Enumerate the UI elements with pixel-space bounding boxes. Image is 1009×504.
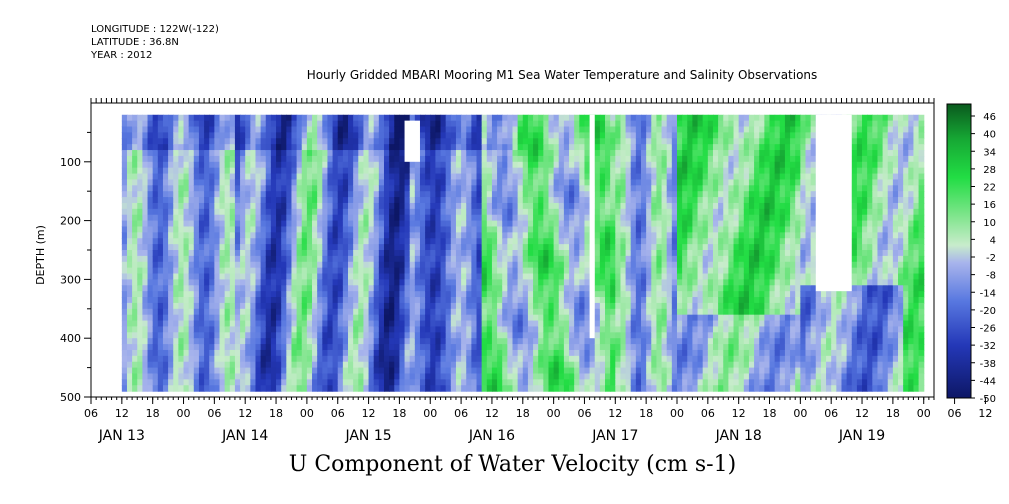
colorbar (946, 103, 972, 399)
x-day-label: JAN 15 (344, 428, 391, 444)
missing-data-regions (404, 114, 852, 339)
x-tick-label: 12 (238, 407, 252, 420)
x-tick-label: 18 (516, 407, 530, 420)
colorbar-label: -26 (980, 324, 996, 335)
x-tick-label: 18 (146, 407, 160, 420)
x-day-label: JAN 17 (591, 428, 638, 444)
x-tick-label: 12 (978, 407, 992, 420)
x-tick-label: 00 (177, 407, 191, 420)
x-axis-day-labels: JAN 13 JAN 14 JAN 15 JAN 16 JAN 17 JAN 18 JAN … (98, 428, 885, 444)
x-day-label: JAN 16 (468, 428, 515, 444)
missing-data-block (815, 114, 852, 292)
y-tick-label: 400 (60, 332, 81, 345)
y-tick-label: 200 (60, 215, 81, 228)
y-axis-label: DEPTH (m) (34, 225, 47, 285)
missing-data-block (589, 114, 595, 339)
colorbar-label: -20 (980, 306, 996, 317)
x-day-label: JAN 14 (221, 428, 268, 444)
x-tick-label: 18 (639, 407, 653, 420)
x-tick-label: 12 (362, 407, 376, 420)
x-tick-label: 12 (485, 407, 499, 420)
chart-title: Hourly Gridded MBARI Mooring M1 Sea Wate… (306, 68, 818, 82)
x-tick-label: 18 (886, 407, 900, 420)
colorbar-labels: 46 40 34 28 22 16 10 4 -2 -8 -14 -20 -26 -32 -38 -44 -50 (971, 112, 996, 405)
colorbar-label: -38 (980, 359, 996, 370)
colorbar-label: -14 (980, 288, 996, 299)
x-tick-label: 18 (763, 407, 777, 420)
colorbar-label: 22 (983, 183, 996, 194)
colorbar-label: -50 (980, 394, 996, 405)
x-tick-label: 06 (454, 407, 468, 420)
x-tick-label: 18 (269, 407, 283, 420)
x-tick-label: 00 (670, 407, 684, 420)
x-tick-label: 06 (824, 407, 838, 420)
y-axis-ticks: 100 200 300 400 500 (60, 131, 91, 404)
colorbar-label: 34 (983, 147, 996, 158)
x-tick-label: 06 (331, 407, 345, 420)
colorbar-label: -8 (986, 271, 996, 282)
colorbar-label: -44 (980, 376, 996, 387)
colorbar-label: 28 (983, 165, 996, 176)
x-tick-label: 12 (115, 407, 129, 420)
colorbar-label: 4 (990, 235, 996, 246)
x-day-label: JAN 19 (838, 428, 885, 444)
x-day-label: JAN 13 (98, 428, 145, 444)
colorbar-label: 40 (983, 130, 996, 141)
x-tick-label: 00 (793, 407, 807, 420)
x-tick-label: 00 (917, 407, 931, 420)
longitude-label: LONGITUDE : 122W(-122) (91, 24, 219, 35)
x-tick-label: 18 (392, 407, 406, 420)
x-tick-label: 00 (300, 407, 314, 420)
x-tick-label: 12 (855, 407, 869, 420)
latitude-label: LATITUDE : 36.8N (91, 37, 179, 48)
colorbar-label: 46 (983, 112, 996, 123)
x-tick-label: 00 (423, 407, 437, 420)
x-tick-label: 12 (732, 407, 746, 420)
y-tick-label: 100 (60, 156, 81, 169)
colorbar-label: -32 (980, 341, 996, 352)
year-label: YEAR : 2012 (91, 50, 153, 61)
x-tick-label: 00 (547, 407, 561, 420)
x-tick-label: 06 (701, 407, 715, 420)
x-tick-label: 06 (948, 407, 962, 420)
x-axis-hour-ticks: 06 12 18 00 06 12 18 00 06 12 18 00 06 12 18 00 06 12 18 00… (84, 397, 992, 420)
x-tick-label: 12 (608, 407, 622, 420)
x-tick-label: 06 (84, 407, 98, 420)
colorbar-label: 10 (983, 218, 996, 229)
x-tick-label: 06 (577, 407, 591, 420)
velocity-field (121, 114, 925, 392)
variable-label: U Component of Water Velocity (cm s-1) (288, 452, 737, 477)
colorbar-label: 16 (983, 200, 996, 211)
colorbar-label: -2 (986, 253, 996, 264)
x-tick-label: 06 (207, 407, 221, 420)
missing-data-block (404, 120, 420, 162)
x-day-label: JAN 18 (715, 428, 762, 444)
y-tick-label: 500 (60, 391, 81, 404)
y-tick-label: 300 (60, 273, 81, 286)
